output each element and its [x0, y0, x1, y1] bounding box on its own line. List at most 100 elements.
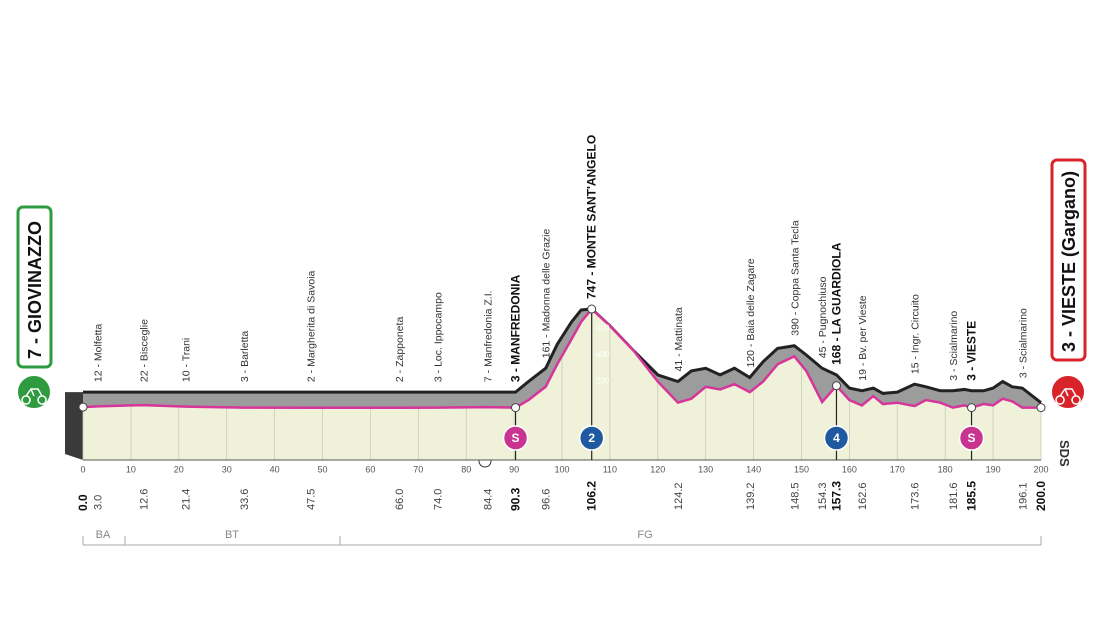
marker-road-dot [967, 403, 977, 413]
marker-road-dot [587, 304, 597, 314]
km-label: 139.2 [745, 482, 757, 510]
waypoint-label: 2 - Zapponeta [394, 317, 406, 383]
region-bar: BA BT FG [82, 529, 1042, 546]
road-dot [78, 402, 88, 412]
km-label: 124.2 [673, 482, 685, 510]
waypoint-label: 161 - Madonna delle Grazie [541, 229, 553, 359]
x-tick-label: 90 [509, 464, 519, 474]
x-tick-label: 190 [986, 464, 1001, 474]
km-label: 148.5 [789, 482, 801, 510]
km-label: 3.0 [92, 495, 104, 510]
km-label: 84.4 [482, 489, 494, 510]
x-tick-label: 30 [222, 464, 232, 474]
km-label: 173.6 [910, 482, 922, 510]
y-tick-label: 600 [596, 324, 610, 333]
km-label: 12.6 [138, 489, 150, 510]
x-tick-label: 80 [461, 464, 471, 474]
km-label: 200.0 [1034, 481, 1048, 511]
km-label: 21.4 [181, 489, 193, 510]
marker-label: 4 [833, 431, 840, 445]
marker-badge [958, 425, 985, 451]
km-label: 185.5 [965, 481, 979, 511]
waypoint-label: 12 - Molfetta [92, 324, 104, 383]
waypoint-label: 2 - Margherita di Savoia [306, 270, 318, 382]
km-label: 90.3 [509, 487, 523, 511]
x-tick-label: 0 [80, 464, 85, 474]
waypoint-label: 19 - Bv. per Vieste [857, 295, 869, 381]
km-label: 106.2 [585, 481, 599, 511]
x-tick-label: 160 [842, 464, 857, 474]
start-icon [16, 374, 52, 410]
x-tick-label: 170 [890, 464, 905, 474]
finish-icon [1050, 374, 1086, 410]
waypoint-label: 22 - Bisceglie [138, 319, 150, 382]
waypoint-label: 3 - MANFREDONIA [509, 274, 523, 382]
waypoint-label: 45 - Pugnochiuso [817, 276, 829, 358]
region-label: BT [225, 529, 239, 541]
marker-road-dot [831, 381, 841, 391]
km-label: 96.6 [541, 489, 553, 510]
km-label: 33.6 [239, 489, 251, 510]
marker-label: S [968, 431, 976, 445]
marker-badge [578, 425, 605, 451]
x-tick-label: 200 [1033, 464, 1048, 474]
x-tick-label: 20 [174, 464, 184, 474]
x-tick-label: 130 [698, 464, 713, 474]
marker-label: S [512, 431, 520, 445]
marker-road-dot [511, 403, 521, 413]
waypoint-label: 390 - Coppa Santa Tecla [789, 220, 801, 336]
waypoint-label: 3 - Scialmarino [1017, 308, 1029, 378]
x-tick-label: 40 [270, 464, 280, 474]
waypoint-label: 3 - Scialmarino [948, 311, 960, 381]
y-tick-label: 200 [596, 377, 610, 386]
x-tick-label: 180 [938, 464, 953, 474]
finish-box [1050, 158, 1087, 362]
marker-badge [502, 425, 529, 451]
x-tick-label: 120 [650, 464, 665, 474]
waypoint-label: 10 - Trani [181, 338, 193, 382]
y-tick-label: 400 [596, 350, 610, 359]
x-tick-label: 110 [603, 464, 617, 474]
region-label: BA [96, 529, 111, 541]
x-tick-label: 60 [365, 464, 375, 474]
x-tick-label: 140 [746, 464, 761, 474]
road-line [82, 307, 1041, 409]
km-label: 181.6 [948, 482, 960, 510]
waypoint-label: 3 - Loc. Ippocampo [432, 292, 444, 382]
finish-label: 3 - VIESTE (Gargano) [1059, 171, 1079, 352]
start-icon-glyph [21, 388, 47, 405]
km-label: 66.0 [394, 489, 406, 510]
road-dot [1036, 403, 1046, 413]
finish-icon-glyph [1055, 388, 1081, 405]
km-label: 162.6 [857, 482, 869, 510]
km-label: 196.1 [1017, 482, 1029, 510]
km-label: 157.3 [829, 481, 843, 511]
waypoint-label: 3 - VIESTE [965, 321, 979, 381]
marker-label: 2 [588, 431, 595, 445]
horizon-line [83, 307, 1042, 404]
x-tick-label: 10 [126, 464, 136, 474]
start-label: 7 - GIOVINAZZO [25, 221, 45, 359]
start-box [16, 205, 53, 369]
region-label: FG [637, 529, 652, 541]
waypoint-label: 3 - Barletta [239, 331, 251, 383]
x-tick-label: 150 [794, 464, 809, 474]
waypoint-label: 41 - Mattinata [673, 307, 685, 371]
x-tick-label: 50 [317, 464, 327, 474]
km-label: 0.0 [76, 494, 90, 511]
waypoint-label: 168 - LA GUARDIOLA [829, 242, 843, 365]
profile-side [65, 392, 83, 460]
km-label: 154.3 [817, 482, 829, 510]
waypoint-label: 15 - Ingr. Circuito [910, 294, 922, 374]
logo: SDS [1057, 440, 1072, 467]
x-tick-label: 70 [413, 464, 423, 474]
waypoint-label: 7 - Manfredonia Z.I. [482, 290, 494, 382]
waypoint-label: 120 - Baia delle Zagare [745, 258, 757, 367]
km-label: 74.0 [432, 489, 444, 510]
waypoint-label: 747 - MONTE SANT'ANGELO [585, 135, 599, 299]
horizon-area [83, 309, 1041, 408]
km-label: 47.5 [306, 489, 318, 510]
marker-badge [823, 425, 850, 451]
x-tick-label: 100 [554, 464, 569, 474]
